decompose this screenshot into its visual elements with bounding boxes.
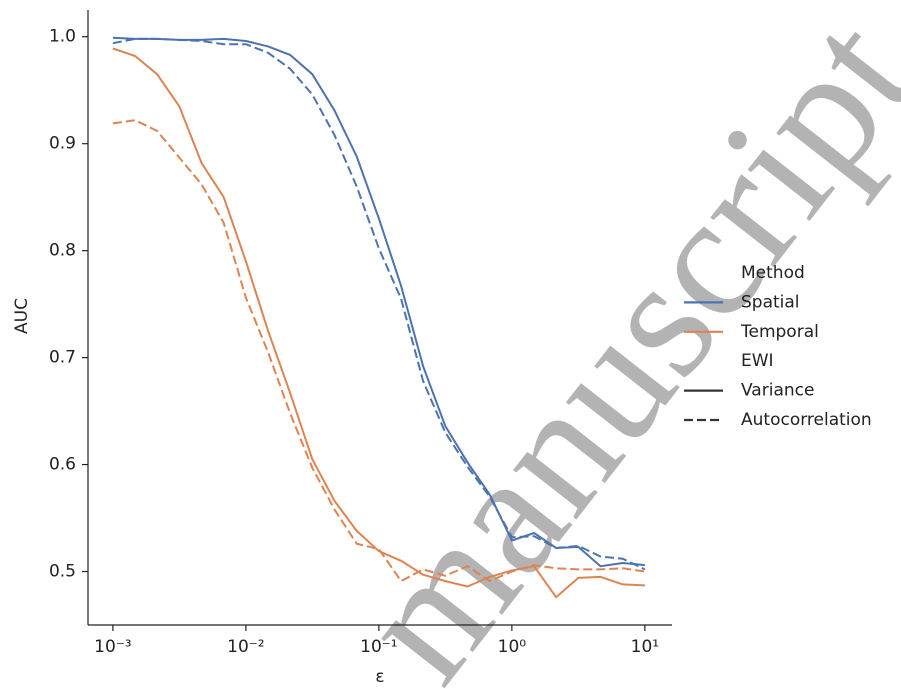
series-line bbox=[112, 37, 646, 571]
legend-label: Variance bbox=[741, 381, 814, 401]
x-tick-label: 10⁻³ bbox=[94, 637, 131, 657]
legend-title: Method bbox=[741, 263, 805, 283]
legend-label: Spatial bbox=[741, 292, 800, 312]
legend-label: Autocorrelation bbox=[741, 410, 872, 430]
x-tick-label: 10⁻² bbox=[227, 637, 264, 657]
y-tick-label: 0.6 bbox=[49, 455, 76, 475]
x-tick-label: 10¹ bbox=[631, 637, 659, 657]
y-tick-label: 0.8 bbox=[49, 241, 76, 261]
x-tick-label: 10⁻¹ bbox=[360, 637, 397, 657]
legend-title: EWI bbox=[741, 351, 774, 371]
y-axis-label: AUC bbox=[12, 298, 32, 334]
legend-label: Temporal bbox=[740, 322, 819, 342]
y-tick-label: 0.9 bbox=[49, 134, 76, 154]
y-tick-label: 0.5 bbox=[49, 562, 76, 582]
y-tick-label: 0.7 bbox=[49, 348, 76, 368]
y-tick-label: 1.0 bbox=[49, 27, 76, 47]
watermark: manuscript bbox=[319, 0, 901, 689]
x-tick-label: 10⁰ bbox=[498, 637, 527, 657]
series-line bbox=[112, 47, 645, 599]
x-axis-label: ε bbox=[375, 667, 384, 687]
